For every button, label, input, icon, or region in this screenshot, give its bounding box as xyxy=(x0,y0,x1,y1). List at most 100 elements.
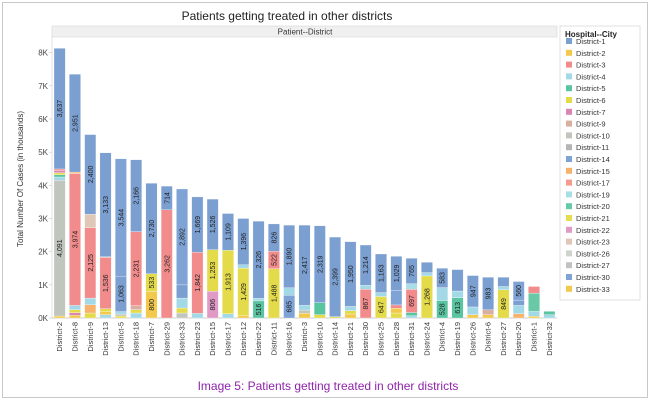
bar-segment[interactable] xyxy=(421,262,433,273)
bar-segment[interactable] xyxy=(528,286,540,294)
bar-segment[interactable] xyxy=(53,48,66,170)
bar-segment[interactable] xyxy=(115,158,127,277)
bar-stack[interactable]: 800 533 2,730 xyxy=(145,183,158,319)
bar-segment[interactable] xyxy=(130,312,142,319)
bar-segment[interactable] xyxy=(512,313,525,319)
bar-stack[interactable]: 685 1,890 xyxy=(283,224,296,319)
bar-stack[interactable]: 1,063 3,544 xyxy=(115,158,127,319)
bar-stack[interactable]: 2,231 2,166 xyxy=(130,159,142,319)
bar-segment[interactable] xyxy=(53,315,66,319)
legend-item[interactable]: District-21 xyxy=(566,214,610,223)
bar-segment[interactable] xyxy=(313,314,326,319)
bar-stack[interactable]: 3,974 2,951 xyxy=(69,74,81,319)
bar-segment[interactable] xyxy=(130,309,142,314)
bar-stack[interactable]: 1,950 xyxy=(344,241,357,319)
bar-stack[interactable]: 1,029 xyxy=(390,256,403,319)
legend-item[interactable]: District-15 xyxy=(566,167,610,176)
bar-segment[interactable] xyxy=(405,315,418,319)
bar-segment[interactable] xyxy=(84,304,97,314)
legend-item[interactable]: District-11 xyxy=(566,143,609,152)
bar-segment[interactable] xyxy=(130,159,142,232)
bar-segment[interactable] xyxy=(543,314,556,319)
bar-segment[interactable] xyxy=(130,305,142,310)
bar-segment[interactable] xyxy=(359,244,372,286)
bar-segment[interactable] xyxy=(375,292,387,297)
bar-segment[interactable] xyxy=(237,218,250,265)
bar-segment[interactable] xyxy=(176,284,188,299)
bar-segment[interactable] xyxy=(222,313,234,319)
bar-segment[interactable] xyxy=(390,290,403,306)
bar-stack[interactable]: 528 583 xyxy=(436,268,449,319)
bar-segment[interactable] xyxy=(99,308,112,312)
bar-segment[interactable] xyxy=(436,268,449,288)
bar-segment[interactable] xyxy=(53,168,66,171)
bar-segment[interactable] xyxy=(99,256,112,258)
bar-segment[interactable] xyxy=(451,290,464,298)
bar-segment[interactable] xyxy=(84,214,97,228)
bar-stack[interactable]: 3,262 714 xyxy=(160,185,173,319)
bar-segment[interactable] xyxy=(160,185,173,210)
bar-segment[interactable] xyxy=(237,264,250,269)
bar-segment[interactable] xyxy=(528,316,540,319)
bar-stack[interactable]: 1,488 522 826 xyxy=(268,223,280,319)
legend-item[interactable]: District-2 xyxy=(566,49,606,58)
bar-segment[interactable] xyxy=(69,312,81,316)
bar-segment[interactable] xyxy=(497,277,510,287)
legend-item[interactable]: District-4 xyxy=(566,72,606,81)
bar-segment[interactable] xyxy=(268,223,280,252)
bar-segment[interactable] xyxy=(359,285,372,290)
bar-segment[interactable] xyxy=(298,224,311,306)
bar-segment[interactable] xyxy=(115,311,127,315)
bar-segment[interactable] xyxy=(191,313,204,319)
bar-segment[interactable] xyxy=(99,152,112,257)
legend-item[interactable]: District-23 xyxy=(566,238,610,247)
bar-segment[interactable] xyxy=(512,281,525,301)
bar-segment[interactable] xyxy=(329,236,341,317)
bar-segment[interactable] xyxy=(99,314,112,319)
bar-segment[interactable] xyxy=(344,310,357,315)
legend-item[interactable]: District-3 xyxy=(566,61,606,70)
bar-segment[interactable] xyxy=(313,302,326,315)
bar-stack[interactable]: 647 1,163 xyxy=(375,253,387,319)
bar-segment[interactable] xyxy=(313,225,326,303)
bar-segment[interactable] xyxy=(482,314,494,319)
bar-stack[interactable]: 1,842 1,669 xyxy=(191,196,204,319)
bar-segment[interactable] xyxy=(176,188,188,286)
bar-segment[interactable] xyxy=(222,213,234,251)
bar-segment[interactable] xyxy=(176,307,188,314)
bar-segment[interactable] xyxy=(421,272,433,277)
bar-segment[interactable] xyxy=(176,297,188,309)
bar-segment[interactable] xyxy=(191,196,204,253)
bar-segment[interactable] xyxy=(69,309,81,313)
bar-stack[interactable]: 4,091 3,637 xyxy=(53,48,66,319)
bar-stack[interactable]: 867 1,214 xyxy=(359,244,372,319)
legend-item[interactable]: District-7 xyxy=(566,108,606,117)
bar-segment[interactable] xyxy=(206,198,219,250)
bar-stack[interactable]: 697 765 xyxy=(405,258,418,319)
bar-segment[interactable] xyxy=(283,287,296,296)
bar-stack[interactable]: 2,319 xyxy=(313,225,326,319)
bar-stack[interactable]: 1,429 1,396 xyxy=(237,218,250,319)
bar-segment[interactable] xyxy=(528,311,540,317)
bar-segment[interactable] xyxy=(482,309,494,315)
bar-segment[interactable] xyxy=(405,258,418,284)
bar-segment[interactable] xyxy=(528,292,540,312)
bar-segment[interactable] xyxy=(436,287,449,301)
bar-segment[interactable] xyxy=(543,311,556,315)
bar-segment[interactable] xyxy=(298,313,311,319)
bar-segment[interactable] xyxy=(405,283,418,290)
bar-stack[interactable]: 1,536 3,133 xyxy=(99,152,112,319)
legend-item[interactable]: District-17 xyxy=(566,179,610,188)
bar-segment[interactable] xyxy=(69,74,81,173)
bar-segment[interactable] xyxy=(53,176,66,181)
bar-segment[interactable] xyxy=(252,220,265,299)
legend-item[interactable]: District-1 xyxy=(566,37,606,46)
bar-segment[interactable] xyxy=(344,241,357,307)
bar-stack[interactable] xyxy=(528,286,540,319)
bar-stack[interactable]: 2,125 2,400 xyxy=(84,134,97,319)
bar-segment[interactable] xyxy=(84,134,97,215)
legend-item[interactable]: District-20 xyxy=(566,202,610,211)
bar-stack[interactable]: 983 xyxy=(482,277,494,319)
legend-item[interactable]: District-9 xyxy=(566,120,606,129)
bar-segment[interactable] xyxy=(390,312,403,319)
